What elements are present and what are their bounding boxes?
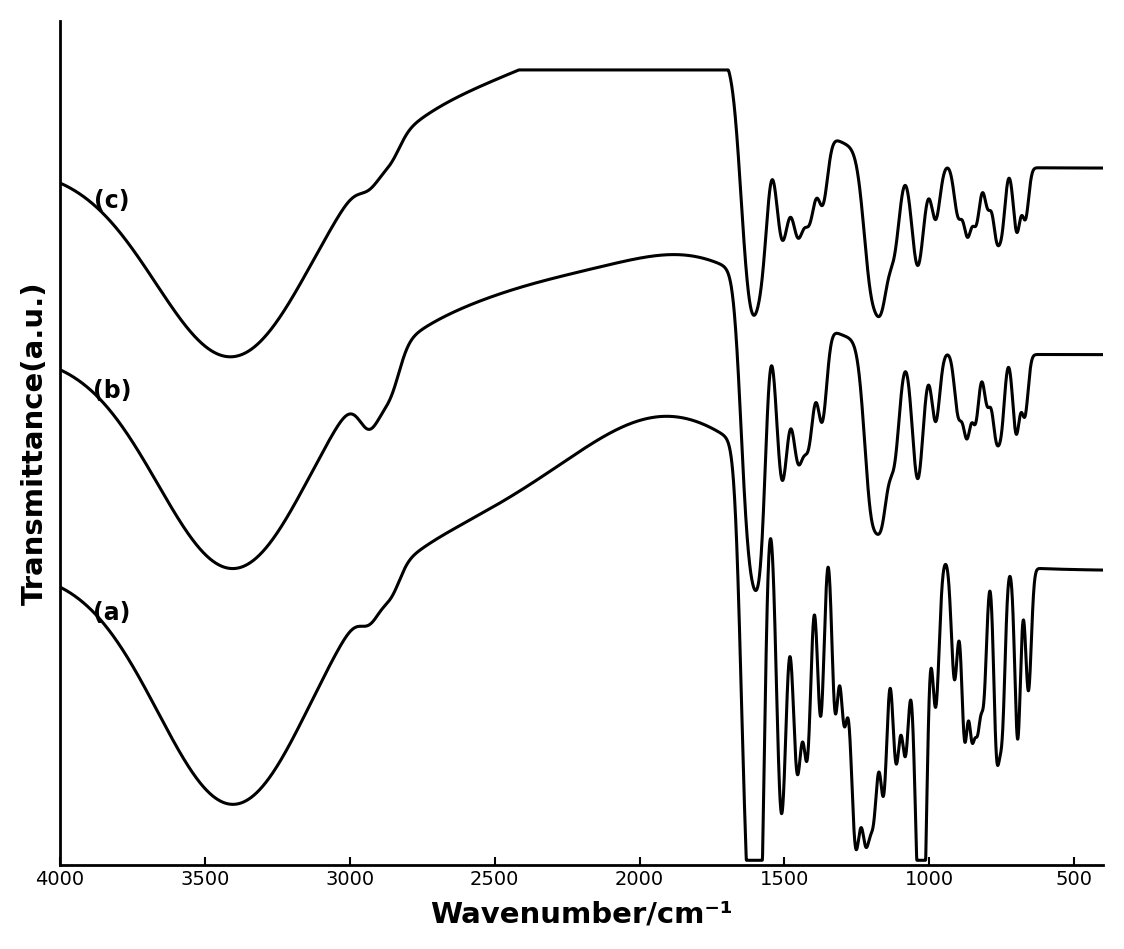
Text: (c): (c) [94, 190, 130, 214]
Text: (b): (b) [93, 380, 132, 403]
Y-axis label: Transmittance(a.u.): Transmittance(a.u.) [21, 281, 48, 605]
Text: (a): (a) [93, 601, 130, 624]
X-axis label: Wavenumber/cm⁻¹: Wavenumber/cm⁻¹ [430, 901, 733, 928]
